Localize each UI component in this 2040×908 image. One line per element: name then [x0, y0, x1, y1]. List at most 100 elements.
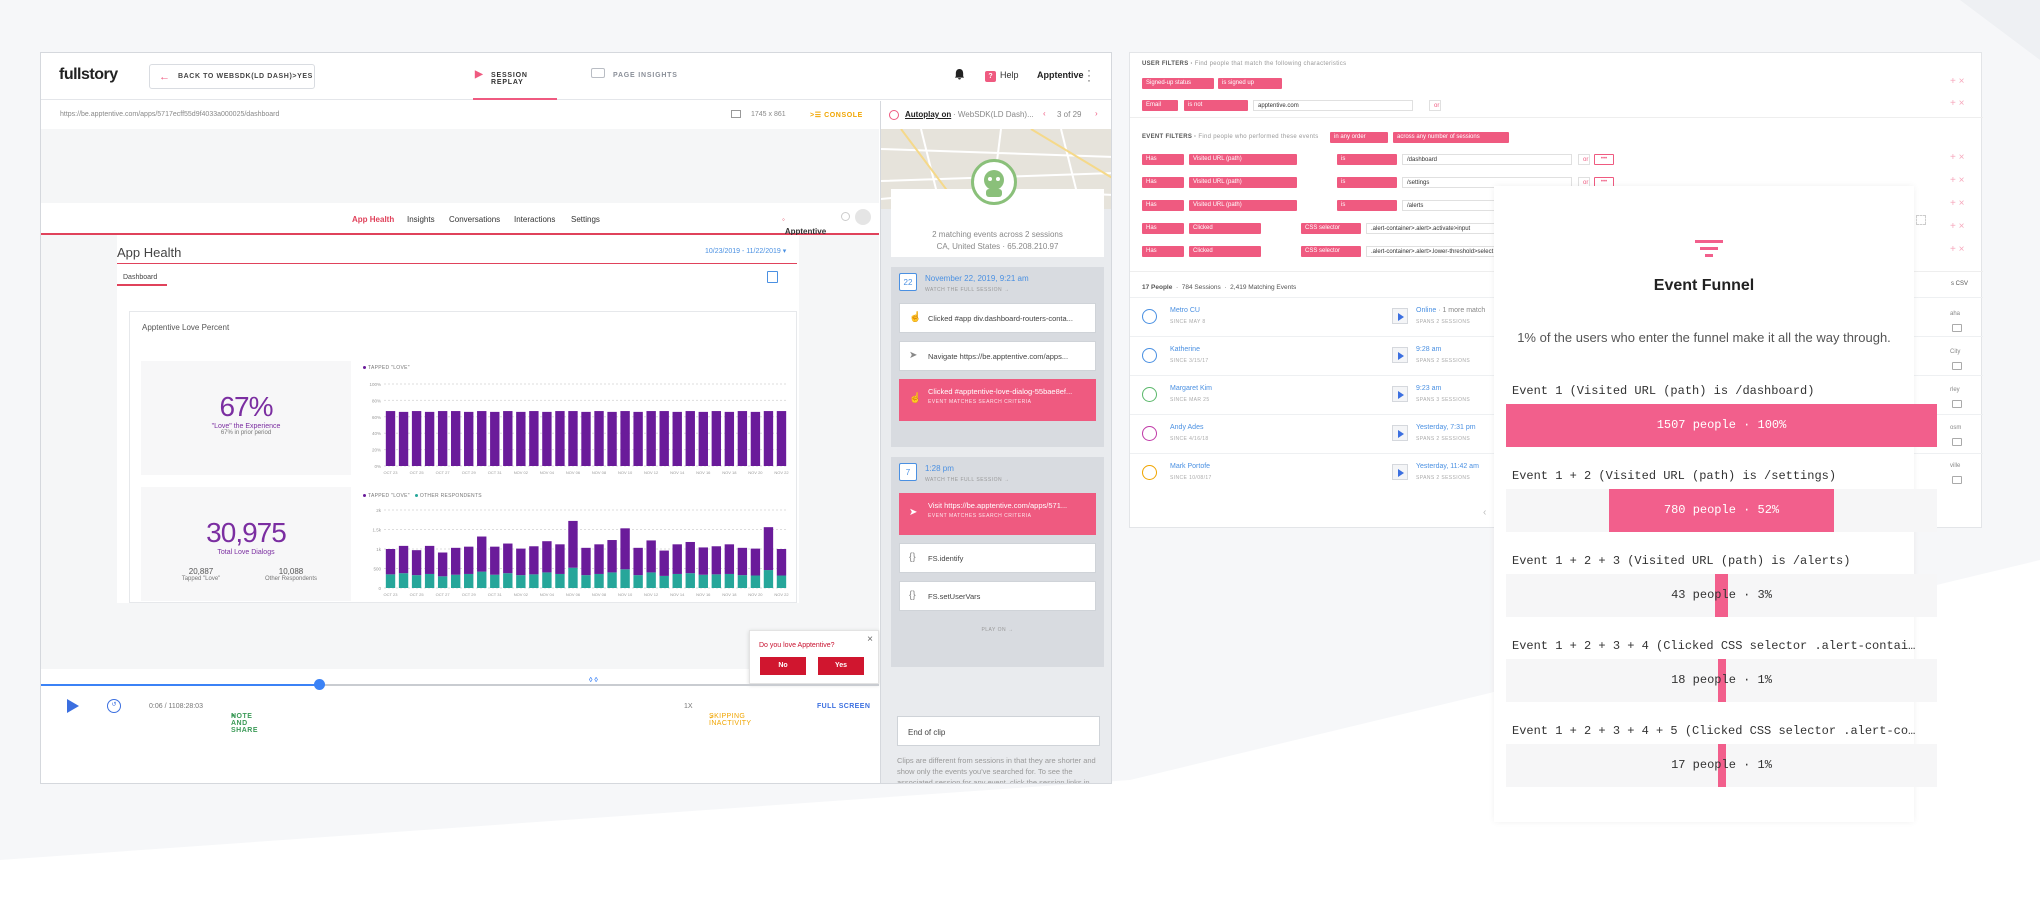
play-session-button[interactable]	[1392, 308, 1408, 324]
autoplay-icon[interactable]	[889, 110, 899, 120]
session-time[interactable]: 9:28 am	[1416, 346, 1441, 353]
event-qualifier-select[interactable]: Has	[1142, 154, 1184, 165]
person-name[interactable]: Margaret Kim	[1170, 385, 1213, 392]
session-time[interactable]: 9:23 am	[1416, 385, 1441, 392]
event-operator-select[interactable]: is	[1337, 200, 1397, 211]
timeline-event-marker-icon[interactable]: ◊ ◊	[589, 677, 598, 684]
or-button[interactable]: or	[1429, 100, 1441, 111]
session-time[interactable]: Yesterday, 7:31 pm	[1416, 424, 1476, 431]
full-screen-button[interactable]: FULL SCREEN	[817, 703, 871, 710]
event-value-input[interactable]: /dashboard	[1402, 154, 1572, 165]
event-type-select[interactable]: Visited URL (path)	[1189, 154, 1297, 165]
funnel-step-bar[interactable]: 43 people · 3%	[1506, 574, 1937, 617]
event-item-match[interactable]: ☝ Clicked #apptentive-love-dialog-55bae8e…	[899, 379, 1096, 421]
session-time[interactable]: Online · 1 more match	[1416, 307, 1485, 314]
add-filter-icon[interactable]: + ×	[1950, 221, 1965, 232]
funnel-step-bar[interactable]: 17 people · 1%	[1506, 744, 1937, 787]
event-type-select[interactable]: Clicked	[1189, 223, 1261, 234]
app-nav-item-settings[interactable]: Settings	[571, 215, 600, 224]
event-item[interactable]: {} FS.identify	[899, 543, 1096, 573]
event-qualifier-select[interactable]: Has	[1142, 223, 1184, 234]
play-session-button[interactable]	[1392, 347, 1408, 363]
event-qualifier-select[interactable]: Has	[1142, 200, 1184, 211]
autoplay-toggle[interactable]: Autoplay on	[905, 110, 952, 119]
add-filter-icon[interactable]: + ×	[1950, 76, 1965, 87]
close-icon[interactable]: ×	[867, 634, 873, 645]
tab-page-insights[interactable]: PAGE INSIGHTS	[589, 53, 678, 100]
prev-icon[interactable]: ‹	[1043, 109, 1046, 118]
filter-field-select[interactable]: Email	[1142, 100, 1178, 111]
watch-session-link[interactable]: WATCH THE FULL SESSION →	[925, 287, 1010, 293]
add-filter-icon[interactable]: + ×	[1950, 98, 1965, 109]
date-range-picker[interactable]: 10/23/2019 - 11/22/2019 ▾	[705, 247, 786, 255]
play-session-button[interactable]	[1392, 425, 1408, 441]
filter-field-select[interactable]: Signed-up status	[1142, 78, 1214, 89]
avatar[interactable]	[855, 209, 871, 225]
timeline-scrubber[interactable]	[314, 679, 325, 690]
bell-icon[interactable]	[954, 68, 965, 80]
watch-session-link[interactable]: WATCH THE FULL SESSION →	[925, 477, 1010, 483]
event-value-input[interactable]: /settings	[1402, 177, 1572, 188]
play-button[interactable]	[67, 699, 79, 713]
funnel-step-bar[interactable]: 1507 people · 100%	[1506, 404, 1937, 447]
event-item[interactable]: ➤ Navigate https://be.apptentive.com/apps…	[899, 341, 1096, 371]
session-date[interactable]: November 22, 2019, 9:21 am	[925, 274, 1029, 283]
console-button[interactable]: >☰ CONSOLE	[810, 112, 863, 119]
order-select[interactable]: in any order	[1330, 132, 1388, 143]
add-filter-icon[interactable]: + ×	[1950, 175, 1965, 186]
event-type-select[interactable]: Visited URL (path)	[1189, 177, 1297, 188]
tab-session-replay[interactable]: ▶ SESSION REPLAY	[473, 53, 557, 100]
add-filter-icon[interactable]: + ×	[1950, 198, 1965, 209]
event-item[interactable]: ☝ Clicked #app div.dashboard-routers-cont…	[899, 303, 1096, 333]
event-operator-select[interactable]: CSS selector	[1301, 223, 1361, 234]
funnel-step-bar[interactable]: 18 people · 1%	[1506, 659, 1937, 702]
tab-dashboard[interactable]: Dashboard	[117, 268, 167, 286]
add-filter-icon[interactable]: + ×	[1950, 152, 1965, 163]
download-icon[interactable]	[767, 271, 778, 283]
app-nav-item-interactions[interactable]: Interactions	[514, 215, 556, 224]
add-filter-icon[interactable]: + ×	[1950, 244, 1965, 255]
more-options-button[interactable]: •••	[1594, 154, 1614, 165]
session-date[interactable]: 1:28 pm	[925, 464, 954, 473]
play-session-button[interactable]	[1392, 464, 1408, 480]
person-name[interactable]: Mark Portofe	[1170, 463, 1211, 470]
page-url[interactable]: https://be.apptentive.com/apps/5717ecff5…	[60, 111, 280, 118]
person-name[interactable]: Katherine	[1170, 346, 1200, 353]
replay-timeline[interactable]: ◊ ◊	[41, 677, 879, 690]
play-session-button[interactable]	[1392, 386, 1408, 402]
event-operator-select[interactable]: is	[1337, 177, 1397, 188]
app-nav-item-app-health[interactable]: App Health	[352, 215, 395, 224]
event-operator-select[interactable]: CSS selector	[1301, 246, 1361, 257]
app-nav-item-insights[interactable]: Insights	[407, 215, 435, 224]
export-csv-button[interactable]: s CSV	[1951, 281, 1969, 287]
prev-page-icon[interactable]: ‹	[1483, 507, 1487, 518]
session-time[interactable]: Yesterday, 11:42 am	[1416, 463, 1479, 470]
filter-operator-select[interactable]: is not	[1184, 100, 1248, 111]
yes-button[interactable]: Yes	[818, 657, 864, 675]
help-button[interactable]: ? Help	[985, 70, 1019, 82]
filter-operator-select[interactable]: is signed up	[1218, 78, 1282, 89]
event-qualifier-select[interactable]: Has	[1142, 177, 1184, 188]
no-button[interactable]: No	[760, 657, 806, 675]
funnel-step-bar[interactable]: 780 people · 52%	[1506, 489, 1937, 532]
event-operator-select[interactable]: is	[1337, 154, 1397, 165]
play-on-link[interactable]: PLAY ON →	[981, 627, 1014, 633]
person-name[interactable]: Andy Ades	[1170, 424, 1204, 431]
next-icon[interactable]: ›	[1095, 109, 1098, 118]
fullstory-logo[interactable]: fullstory	[59, 66, 118, 83]
event-item-match[interactable]: ➤ Visit https://be.apptentive.com/apps/57…	[899, 493, 1096, 535]
filter-value-input[interactable]: apptentive.com	[1253, 100, 1413, 111]
account-menu[interactable]: Apptentive	[1037, 70, 1084, 80]
rewind-icon[interactable]: ↺	[107, 699, 121, 713]
expand-icon[interactable]	[1916, 215, 1926, 225]
app-nav-item-conversations[interactable]: Conversations	[449, 215, 501, 224]
back-button[interactable]: ← BACK TO WEBSDK(LD DASH)>YES	[149, 64, 315, 89]
sessions-select[interactable]: across any number of sessions	[1393, 132, 1509, 143]
event-type-select[interactable]: Visited URL (path)	[1189, 200, 1297, 211]
kebab-menu-icon[interactable]: · · ·	[1087, 63, 1091, 87]
or-button[interactable]: or	[1578, 154, 1590, 165]
speed-button[interactable]: 1X	[684, 703, 693, 710]
event-type-select[interactable]: Clicked	[1189, 246, 1261, 257]
event-item[interactable]: {} FS.setUserVars	[899, 581, 1096, 611]
event-qualifier-select[interactable]: Has	[1142, 246, 1184, 257]
